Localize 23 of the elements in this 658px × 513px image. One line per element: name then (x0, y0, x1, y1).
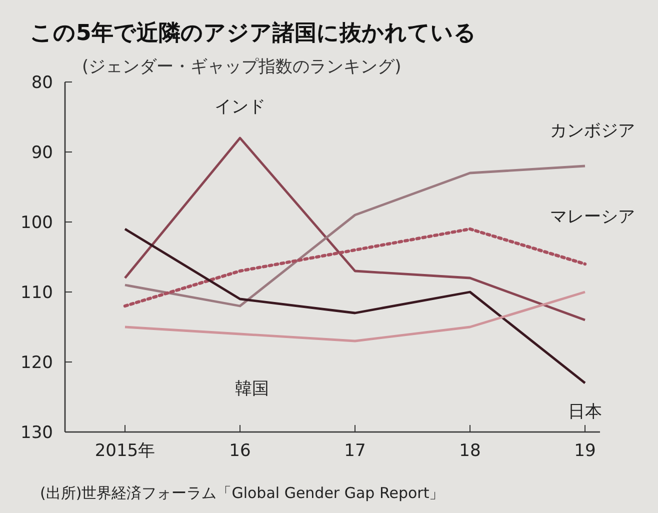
series-label: マレーシア (550, 207, 635, 227)
text: 韓国 (235, 379, 269, 399)
x-tick-label: 16 (229, 441, 251, 461)
line-series (124, 136, 586, 322)
series-label: 日本 (568, 402, 602, 422)
y-tick-label: 80 (31, 73, 53, 93)
text: (出所)世界経済フォーラム「Global Gender Gap Report」 (40, 484, 444, 502)
y-tick-label: 100 (20, 213, 53, 233)
x-tick-label: 17 (344, 441, 366, 461)
x-tick-label: 18 (459, 441, 481, 461)
series-label: カンボジア (550, 121, 635, 141)
y-tick-label: 130 (20, 423, 53, 443)
line-series (124, 164, 586, 308)
x-tick-label: 2015年 (94, 441, 156, 461)
y-tick-label: 120 (20, 353, 53, 373)
chart-title: この5年で近隣のアジア諸国に抜かれている (30, 21, 476, 46)
series-label: インド (214, 97, 266, 117)
chart-subtitle: (ジェンダー・ギャップ指数のランキング) (82, 57, 402, 77)
line-series (123, 227, 587, 308)
line-series (124, 290, 586, 342)
y-tick-label: 90 (31, 143, 53, 163)
x-tick-label: 19 (574, 441, 596, 461)
y-tick-label: 110 (20, 283, 53, 303)
